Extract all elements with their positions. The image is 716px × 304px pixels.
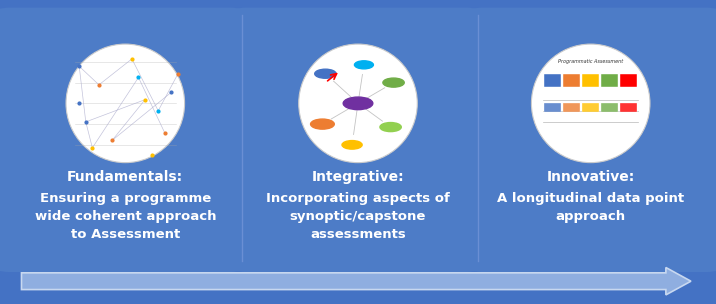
Bar <box>544 103 561 112</box>
FancyBboxPatch shape <box>0 8 247 272</box>
Circle shape <box>343 97 373 110</box>
Ellipse shape <box>299 44 417 163</box>
Bar <box>544 74 561 87</box>
Bar <box>601 103 618 112</box>
Circle shape <box>315 69 336 78</box>
Circle shape <box>383 78 405 87</box>
Text: Programmatic Assessment: Programmatic Assessment <box>558 59 623 64</box>
Circle shape <box>354 61 374 69</box>
Circle shape <box>342 140 362 149</box>
Text: A longitudinal data point
approach: A longitudinal data point approach <box>497 192 684 223</box>
Circle shape <box>311 119 334 129</box>
FancyBboxPatch shape <box>229 8 483 272</box>
Bar <box>563 103 580 112</box>
Text: Ensuring a programme
wide coherent approach
to Assessment: Ensuring a programme wide coherent appro… <box>34 192 216 240</box>
Bar <box>563 74 580 87</box>
FancyArrow shape <box>21 268 691 295</box>
Bar <box>582 74 599 87</box>
Bar <box>601 74 618 87</box>
Ellipse shape <box>531 44 650 163</box>
Bar <box>582 103 599 112</box>
Bar <box>620 74 637 87</box>
Text: Innovative:: Innovative: <box>546 170 635 184</box>
Bar <box>620 103 637 112</box>
Ellipse shape <box>66 44 185 163</box>
Circle shape <box>380 123 401 132</box>
Text: Incorporating aspects of
synoptic/capstone
assessments: Incorporating aspects of synoptic/capsto… <box>266 192 450 240</box>
Text: Fundamentals:: Fundamentals: <box>67 170 183 184</box>
FancyBboxPatch shape <box>465 8 716 272</box>
Text: Integrative:: Integrative: <box>311 170 405 184</box>
